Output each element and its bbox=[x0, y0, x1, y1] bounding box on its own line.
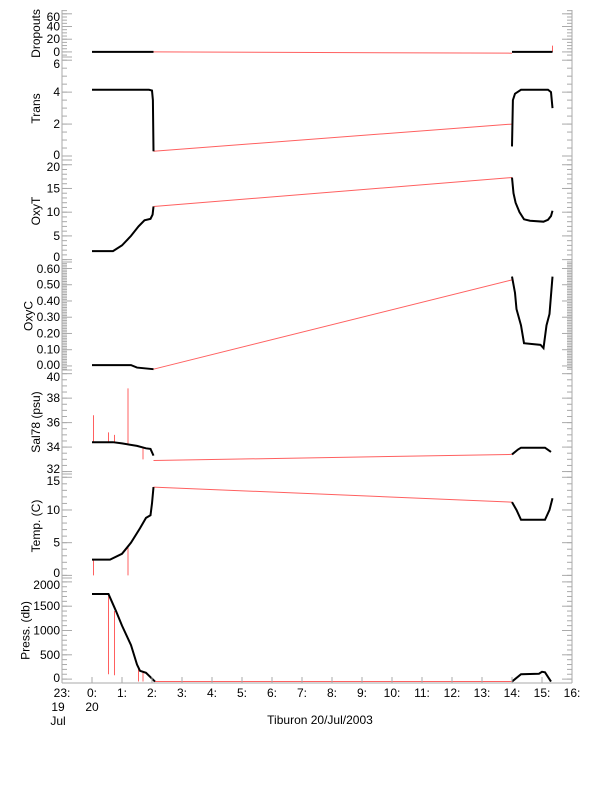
x-tick-label: 20 bbox=[85, 700, 99, 714]
y-tick-label: 2000 bbox=[33, 578, 60, 592]
x-tick-label: Jul bbox=[50, 714, 65, 728]
gap-line bbox=[153, 486, 513, 503]
y-tick-label: 32 bbox=[47, 462, 61, 476]
x-tick-label: 14: bbox=[504, 686, 521, 700]
y-tick-label: 10 bbox=[47, 503, 61, 517]
data-line bbox=[511, 670, 552, 683]
x-tick-label: 5: bbox=[237, 686, 247, 700]
y-tick-label: 38 bbox=[47, 391, 61, 405]
data-line bbox=[511, 446, 552, 456]
y-axis-label: OxyT bbox=[29, 196, 43, 225]
data-line bbox=[92, 593, 156, 683]
y-tick-label: 0.30 bbox=[37, 310, 61, 324]
x-tick-label: 2: bbox=[147, 686, 157, 700]
y-tick-label: 0 bbox=[53, 148, 60, 162]
y-tick-label: 0 bbox=[53, 566, 60, 580]
y-tick-label: 0 bbox=[53, 671, 60, 685]
y-tick-label: 0.20 bbox=[37, 326, 61, 340]
y-tick-label: 5 bbox=[53, 229, 60, 243]
panel-oxyt: 0 5 10 15 20 OxyT bbox=[29, 159, 573, 264]
gap-line bbox=[153, 123, 513, 152]
data-line bbox=[511, 177, 554, 223]
x-tick-label: 1: bbox=[117, 686, 127, 700]
gap-line bbox=[153, 51, 513, 54]
x-tick-label: 6: bbox=[267, 686, 277, 700]
x-tick-label: 19 bbox=[51, 700, 65, 714]
data-line bbox=[92, 206, 155, 253]
x-axis-label: Tiburon 20/Jul/2003 bbox=[267, 713, 373, 727]
y-tick-label: 40 bbox=[47, 370, 61, 384]
x-tick-label: 16: bbox=[564, 686, 581, 700]
y-axis-label: Dropouts bbox=[29, 9, 43, 58]
x-tick-label: 10: bbox=[384, 686, 401, 700]
y-tick-label: 34 bbox=[47, 440, 61, 454]
y-tick-label: 10 bbox=[47, 205, 61, 219]
y-tick-label: 36 bbox=[47, 416, 61, 430]
data-line bbox=[511, 88, 554, 147]
panel-trans: 0 2 4 6 Trans bbox=[29, 57, 573, 162]
panel-temp-c-: 0 5 10 15 Temp. (C) bbox=[29, 474, 573, 580]
x-tick-label: 3: bbox=[177, 686, 187, 700]
y-tick-label: 0.00 bbox=[37, 358, 61, 372]
x-tick-label: 4: bbox=[207, 686, 217, 700]
data-line bbox=[92, 364, 154, 371]
data-line bbox=[511, 497, 554, 521]
y-tick-label: 0.10 bbox=[37, 343, 61, 357]
x-tick-label: 8: bbox=[327, 686, 337, 700]
y-tick-label: 1500 bbox=[33, 599, 60, 613]
data-line bbox=[92, 486, 155, 561]
y-tick-label: 60 bbox=[47, 10, 61, 24]
y-axis-label: Temp. (C) bbox=[29, 500, 43, 553]
y-axis-label: OxyC bbox=[22, 301, 36, 331]
x-tick-label: 9: bbox=[357, 686, 367, 700]
x-tick-label: 12: bbox=[444, 686, 461, 700]
y-axis-label: Press. (db) bbox=[18, 601, 32, 660]
data-line bbox=[92, 441, 155, 457]
x-tick-label: 11: bbox=[414, 686, 430, 700]
x-tick-label: 0: bbox=[87, 686, 97, 700]
y-tick-label: 500 bbox=[40, 648, 60, 662]
x-tick-label: 15: bbox=[534, 686, 551, 700]
gap-line bbox=[153, 453, 513, 462]
y-tick-label: 0 bbox=[53, 250, 60, 264]
y-tick-label: 2 bbox=[53, 117, 60, 131]
y-tick-label: 6 bbox=[53, 57, 60, 71]
y-tick-label: 5 bbox=[53, 536, 60, 550]
y-tick-label: 40 bbox=[47, 20, 61, 34]
x-tick-label: 13: bbox=[474, 686, 491, 700]
data-line bbox=[511, 276, 554, 351]
y-axis-label: Sal78 (psu) bbox=[29, 391, 43, 452]
gap-line bbox=[153, 177, 513, 207]
panel-oxyc: 0.000.10 0.20 0.30 0.40 0.50 0.60 OxyC bbox=[22, 261, 573, 372]
x-tick-label: 7: bbox=[297, 686, 307, 700]
y-tick-label: 15 bbox=[47, 181, 61, 195]
data-line bbox=[92, 88, 155, 152]
y-axis-label: Trans bbox=[29, 93, 43, 123]
y-tick-label: 20 bbox=[47, 160, 61, 174]
y-tick-label: 0.50 bbox=[37, 278, 61, 292]
gap-line bbox=[153, 279, 513, 370]
y-tick-label: 0.40 bbox=[37, 294, 61, 308]
y-tick-label: 15 bbox=[47, 474, 61, 488]
panel-sal78-psu-: 32 34 36 38 40 Sal78 (psu) bbox=[29, 370, 573, 476]
y-tick-label: 4 bbox=[53, 85, 60, 99]
x-tick-label: 23: bbox=[54, 686, 71, 700]
y-tick-label: 1000 bbox=[33, 624, 60, 638]
y-tick-label: 20 bbox=[47, 32, 61, 46]
y-tick-label: 0 bbox=[53, 45, 60, 59]
y-tick-label: 0.60 bbox=[37, 262, 61, 276]
